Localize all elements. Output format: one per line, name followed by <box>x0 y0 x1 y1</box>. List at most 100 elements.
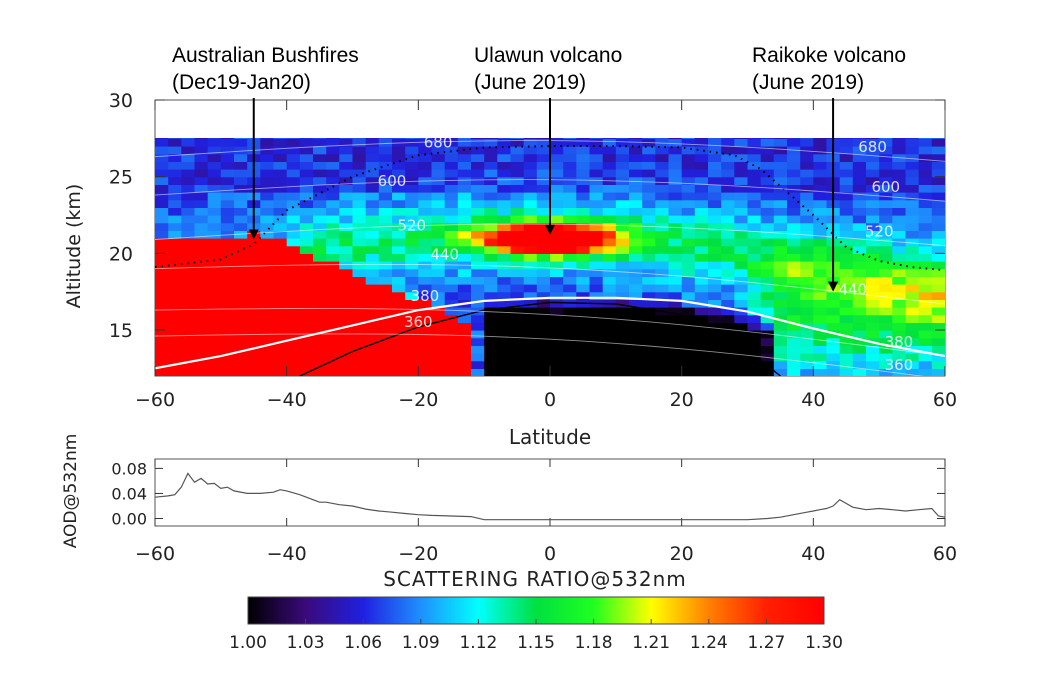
heatmap-cell <box>418 245 433 254</box>
heatmap-cell <box>589 222 604 231</box>
heatmap-cell <box>286 230 301 239</box>
heatmap-cell <box>378 261 393 270</box>
x-tick-label: −20 <box>398 389 438 411</box>
heatmap-cell <box>642 337 656 346</box>
heatmap-cell <box>563 153 577 162</box>
heatmap-cell <box>471 192 485 201</box>
heatmap-cell <box>155 184 169 193</box>
heatmap-cell <box>721 199 735 208</box>
heatmap-cell <box>313 146 327 155</box>
heatmap-cell <box>536 245 551 254</box>
heatmap-cell <box>471 161 485 170</box>
heatmap-cell <box>563 330 577 339</box>
heatmap-cell <box>905 230 920 239</box>
heatmap-cell <box>642 268 656 277</box>
heatmap-cell <box>194 291 209 300</box>
heatmap-cell <box>405 314 419 323</box>
heatmap-cell <box>866 322 880 331</box>
heatmap-cell <box>813 314 828 323</box>
heatmap-cell <box>260 199 275 208</box>
heatmap-cell <box>800 253 814 262</box>
heatmap-cell <box>905 207 920 216</box>
heatmap-cell <box>365 261 380 270</box>
heatmap-cell <box>155 138 169 147</box>
heatmap-cell <box>326 184 340 193</box>
heatmap-cell <box>747 307 762 316</box>
heatmap-cell <box>339 291 354 300</box>
heatmap-cell <box>313 314 327 323</box>
heatmap-cell <box>536 291 551 300</box>
aod-y-axis-label: AOD@532nm <box>61 434 81 549</box>
annotation-line: Ulawun volcano <box>474 44 623 67</box>
aod-y-tick-label: 0.08 <box>111 459 147 478</box>
heatmap-cell <box>839 199 854 208</box>
heatmap-cell <box>813 138 828 147</box>
heatmap-cell <box>431 238 446 247</box>
heatmap-cell <box>931 138 945 139</box>
aod-y-tick-label: 0.04 <box>111 484 147 503</box>
heatmap-cell <box>523 192 538 201</box>
heatmap-cell <box>155 161 169 170</box>
heatmap-cell <box>497 138 512 147</box>
heatmap-cell <box>892 138 907 147</box>
heatmap-cell <box>497 207 512 216</box>
heatmap-cell <box>365 207 380 216</box>
heatmap-cell <box>326 245 340 254</box>
heatmap-cell <box>536 138 551 147</box>
heatmap-cell <box>839 261 854 270</box>
heatmap-cell <box>931 161 945 170</box>
heatmap-cell <box>642 314 656 323</box>
heatmap-cell <box>536 199 551 208</box>
heatmap-cell <box>181 199 196 208</box>
heatmap-cell <box>800 176 814 185</box>
heatmap-cell <box>418 360 433 369</box>
heatmap-cell <box>207 261 222 270</box>
heatmap-cell <box>365 253 380 262</box>
heatmap-cell <box>299 299 314 308</box>
heatmap-cell <box>392 138 406 147</box>
heatmap-cell <box>787 314 801 323</box>
heatmap-cell <box>550 337 564 346</box>
heatmap-cell <box>444 322 459 331</box>
heatmap-cell <box>207 314 222 323</box>
heatmap-cell <box>629 245 643 254</box>
heatmap-cell <box>615 330 630 339</box>
heatmap-cell <box>273 215 288 224</box>
heatmap-cell <box>313 299 327 308</box>
heatmap-cell <box>563 291 577 300</box>
heatmap-cell <box>773 222 788 231</box>
heatmap-cell <box>352 176 367 185</box>
heatmap-cell <box>510 345 525 354</box>
heatmap-cell <box>681 360 696 369</box>
heatmap-cell <box>365 368 380 376</box>
heatmap-cell <box>155 169 169 178</box>
main-x-axis-label: Latitude <box>509 425 591 449</box>
heatmap-cell <box>299 353 314 362</box>
heatmap-cell <box>642 291 656 300</box>
heatmap-cell <box>365 345 380 354</box>
heatmap-cell <box>642 284 656 293</box>
heatmap-cell <box>444 138 459 139</box>
heatmap-cell <box>839 230 854 239</box>
heatmap-cell <box>589 368 604 376</box>
heatmap-cell <box>866 161 880 170</box>
heatmap-cell <box>181 238 196 247</box>
heatmap-cell <box>194 169 209 178</box>
heatmap-cell <box>694 291 709 300</box>
heatmap-cell <box>721 192 735 201</box>
heatmap-cell <box>576 261 591 270</box>
heatmap-cell <box>773 314 788 323</box>
heatmap-cell <box>286 284 301 293</box>
heatmap-cell <box>813 330 828 339</box>
heatmap-cell <box>734 253 749 262</box>
heatmap-cell <box>747 253 762 262</box>
heatmap-cell <box>708 261 722 270</box>
heatmap-cell <box>550 245 564 254</box>
heatmap-cell <box>681 330 696 339</box>
heatmap-cell <box>866 307 880 316</box>
heatmap-cell <box>168 161 182 170</box>
heatmap-cell <box>286 268 301 277</box>
heatmap-cell <box>431 360 446 369</box>
heatmap-cell <box>892 146 907 155</box>
heatmap-cell <box>405 238 419 247</box>
